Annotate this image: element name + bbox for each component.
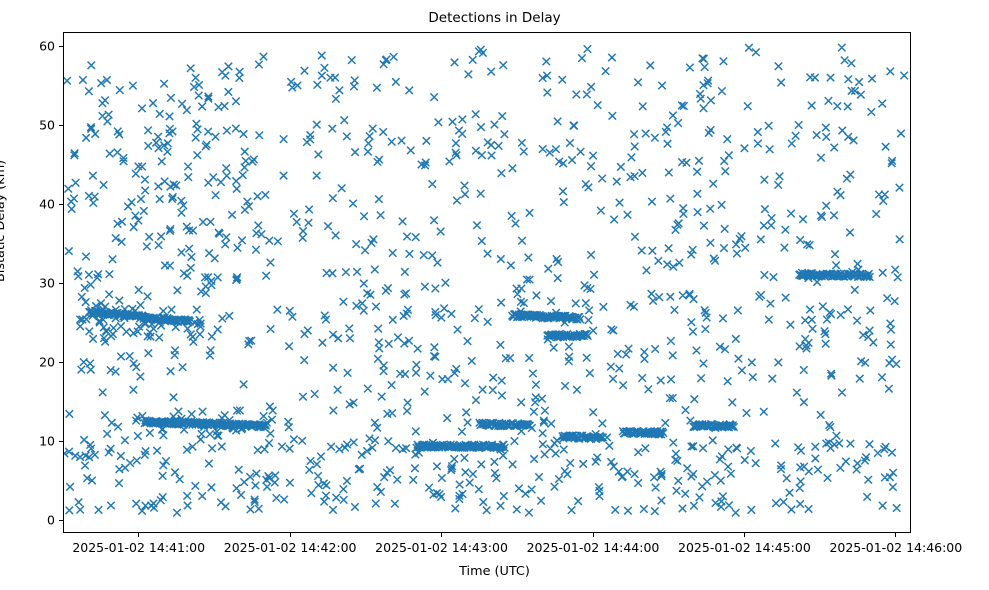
y-tick-mark xyxy=(59,440,63,442)
page-title: Detections in Delay xyxy=(428,10,561,26)
x-tick-label: 2025-01-02 14:41:00 xyxy=(72,540,206,555)
plot-area xyxy=(63,32,911,533)
x-tick-mark xyxy=(743,533,746,537)
x-tick-mark xyxy=(138,533,140,537)
y-tick-label: 40 xyxy=(39,196,55,212)
y-tick-label: 0 xyxy=(47,512,55,528)
y-tick-label: 10 xyxy=(39,433,55,449)
y-tick-label: 60 xyxy=(39,38,55,54)
x-tick-mark xyxy=(895,533,897,537)
y-tick-mark xyxy=(59,519,63,521)
y-tick-label: 50 xyxy=(39,117,55,133)
y-tick-mark xyxy=(59,361,63,363)
x-tick-label: 2025-01-02 14:46:00 xyxy=(829,540,963,555)
y-axis-label: Bistatic Delay (km) xyxy=(0,159,8,282)
x-tick-mark xyxy=(592,533,594,537)
x-tick-label: 2025-01-02 14:43:00 xyxy=(375,540,508,555)
scatter-markers xyxy=(64,43,909,517)
scatter-canvas xyxy=(64,43,909,517)
y-tick-mark xyxy=(59,203,63,205)
y-tick-label: 30 xyxy=(39,275,55,291)
y-tick-mark xyxy=(59,45,63,47)
x-tick-label: 2025-01-02 14:44:00 xyxy=(526,540,660,555)
scatter-series-detections xyxy=(64,33,910,532)
x-tick-mark xyxy=(289,533,291,537)
x-axis-label: Time (UTC) xyxy=(459,564,530,579)
y-tick-mark xyxy=(59,282,63,284)
x-tick-mark xyxy=(441,533,443,537)
y-tick-label: 20 xyxy=(39,354,55,370)
x-tick-label: 2025-01-02 14:42:00 xyxy=(223,540,357,555)
y-tick-mark xyxy=(59,124,63,126)
x-tick-label: 2025-01-02 14:45:00 xyxy=(678,540,811,555)
